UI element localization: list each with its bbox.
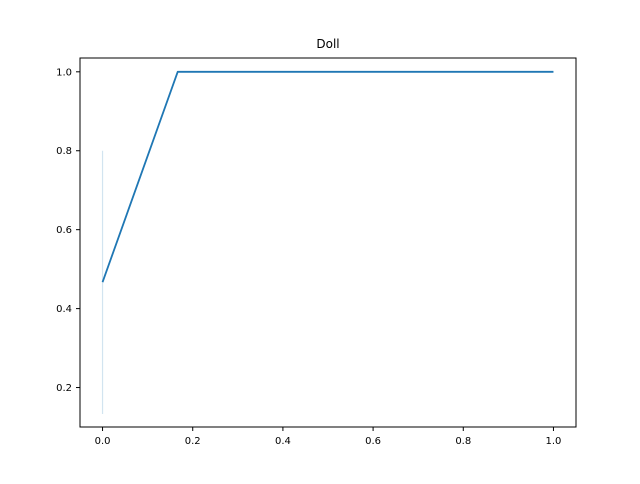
y-tick-label: 0.8 — [56, 146, 72, 157]
y-tick-label: 0.6 — [56, 225, 72, 236]
x-tick-label: 0.8 — [455, 436, 471, 447]
series-line-0 — [101, 70, 554, 283]
axes: 0.0 0.2 0.4 0.6 0.8 1.0 0.2 0.4 0.6 0.8 1.0 — [56, 57, 577, 447]
chart-title: Doll — [316, 37, 339, 51]
plot-area — [101, 70, 554, 414]
x-tick-label: 1.0 — [546, 436, 562, 447]
x-tick-label: 0.4 — [275, 436, 291, 447]
x-tick-label: 0.2 — [185, 436, 201, 447]
x-tick-label: 0.0 — [95, 436, 111, 447]
plot-frame — [79, 57, 577, 428]
y-tick-label: 0.4 — [56, 304, 72, 315]
x-tick-label: 0.6 — [365, 436, 381, 447]
y-tick-label: 0.2 — [56, 383, 72, 394]
y-tick-label: 1.0 — [56, 67, 72, 78]
